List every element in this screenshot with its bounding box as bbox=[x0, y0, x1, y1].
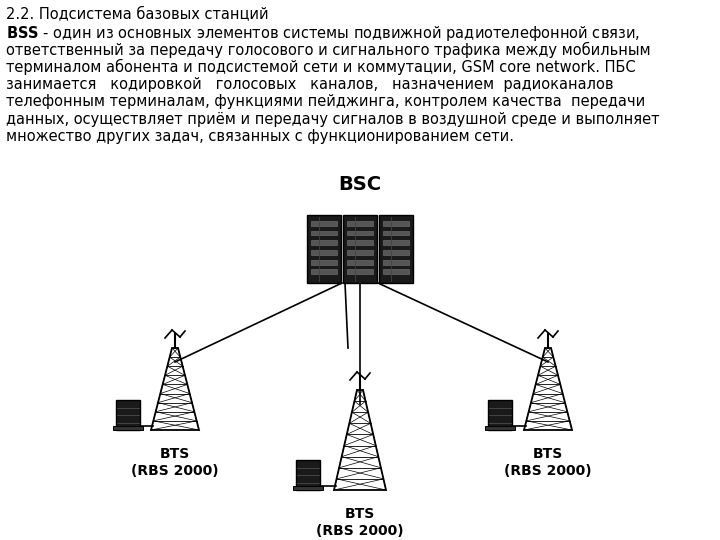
Text: занимается   кодировкой   голосовых   каналов,   назначением  радиоканалов: занимается кодировкой голосовых каналов,… bbox=[6, 77, 613, 91]
Text: 2.2. Подсистема базовых станций: 2.2. Подсистема базовых станций bbox=[6, 7, 269, 22]
Bar bbox=[311, 231, 337, 235]
Bar bbox=[383, 221, 409, 226]
Bar bbox=[379, 215, 413, 283]
Text: телефонным терминалам, функциями пейджинга, контролем качества  передачи: телефонным терминалам, функциями пейджин… bbox=[6, 94, 645, 109]
Text: ответственный за передачу голосового и сигнального трафика между мобильным: ответственный за передачу голосового и с… bbox=[6, 42, 651, 58]
Bar bbox=[347, 240, 373, 245]
Bar bbox=[347, 250, 373, 255]
Text: BSC: BSC bbox=[338, 175, 382, 194]
Bar bbox=[347, 269, 373, 274]
Bar bbox=[296, 460, 320, 490]
Bar bbox=[347, 231, 373, 235]
Bar bbox=[383, 250, 409, 255]
Text: BTS
(RBS 2000): BTS (RBS 2000) bbox=[316, 507, 404, 538]
Bar bbox=[383, 240, 409, 245]
Bar bbox=[488, 400, 512, 430]
Text: множество других задач, связанных с функционированием сети.: множество других задач, связанных с функ… bbox=[6, 129, 514, 144]
Bar bbox=[347, 260, 373, 265]
Bar bbox=[311, 240, 337, 245]
Bar bbox=[113, 426, 143, 430]
Bar bbox=[307, 215, 341, 283]
Bar bbox=[485, 426, 515, 430]
Text: $\mathbf{BSS}$ - один из основных элементов системы подвижной радиотелефонной св: $\mathbf{BSS}$ - один из основных элемен… bbox=[6, 24, 640, 43]
Bar bbox=[383, 231, 409, 235]
Bar bbox=[343, 215, 377, 283]
Bar bbox=[311, 221, 337, 226]
Bar bbox=[347, 221, 373, 226]
Bar bbox=[383, 260, 409, 265]
Text: BTS
(RBS 2000): BTS (RBS 2000) bbox=[131, 447, 219, 478]
Text: BTS
(RBS 2000): BTS (RBS 2000) bbox=[504, 447, 592, 478]
Text: данных, осуществляет приём и передачу сигналов в воздушной среде и выполняет: данных, осуществляет приём и передачу си… bbox=[6, 111, 660, 126]
Bar bbox=[311, 250, 337, 255]
Bar bbox=[116, 400, 140, 430]
Text: терминалом абонента и подсистемой сети и коммутации, GSM core network. ПБС: терминалом абонента и подсистемой сети и… bbox=[6, 59, 636, 75]
Bar bbox=[311, 260, 337, 265]
Bar bbox=[293, 486, 323, 490]
Bar bbox=[383, 269, 409, 274]
Bar bbox=[311, 269, 337, 274]
